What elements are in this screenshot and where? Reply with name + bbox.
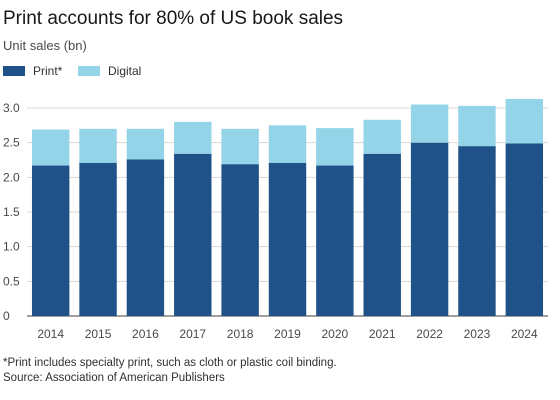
x-tick-label: 2023 (464, 327, 491, 341)
legend-label-print: Print* (33, 64, 63, 78)
bar-print (126, 159, 165, 316)
bar-digital (174, 121, 212, 154)
bar-digital (505, 98, 544, 144)
stacked-bar-chart: 0 0.5 1.0 1.5 2.0 2.5 3.0 2014 2015 2016 2017 2018… (3, 98, 548, 341)
y-tick-label: 1.5 (3, 205, 20, 219)
y-tick-label: 2.5 (3, 136, 20, 150)
x-tick-label: 2014 (37, 327, 64, 341)
bar-print (174, 153, 212, 316)
bar-digital (31, 129, 70, 166)
x-tick-label: 2021 (369, 327, 396, 341)
y-tick-label: 0 (3, 309, 10, 323)
bar-print (505, 143, 544, 316)
y-tick-label: 0.5 (3, 274, 20, 288)
x-tick-label: 2015 (85, 327, 112, 341)
bar-digital (410, 104, 449, 143)
bar-digital (363, 119, 401, 154)
bar-digital (126, 128, 165, 160)
chart-footnote: *Print includes specialty print, such as… (3, 357, 337, 369)
bar-print (31, 165, 70, 316)
bar-print (79, 162, 117, 316)
bar-digital (79, 128, 117, 163)
chart-title: Print accounts for 80% of US book sales (3, 8, 344, 29)
legend-item-print: Print* (3, 63, 62, 79)
bar-print (363, 153, 401, 316)
legend-item-digital: Digital (78, 63, 141, 79)
bar-digital (316, 128, 354, 166)
x-tick-label: 2022 (416, 327, 443, 341)
bar-print (458, 146, 496, 316)
legend-label-digital: Digital (108, 64, 142, 78)
x-tick-label: 2018 (227, 327, 254, 341)
x-tick-label: 2020 (322, 327, 349, 341)
legend-swatch-print (3, 66, 25, 76)
bar-digital (268, 125, 307, 163)
bar-digital (458, 105, 496, 147)
x-tick-label: 2017 (179, 327, 206, 341)
x-tick-label: 2019 (274, 327, 301, 341)
y-tick-label: 2.0 (3, 170, 20, 184)
y-axis-tick-labels: 0 0.5 1.0 1.5 2.0 2.5 3.0 (3, 101, 20, 323)
bar-print (410, 142, 449, 316)
legend-swatch-digital (78, 66, 100, 76)
bar-print (268, 162, 307, 316)
chart-source: Source: Association of American Publishe… (3, 372, 225, 384)
x-tick-label: 2024 (511, 327, 538, 341)
x-tick-label: 2016 (132, 327, 159, 341)
bars (31, 98, 544, 316)
bar-print (221, 164, 259, 316)
chart-subtitle: Unit sales (bn) (3, 38, 87, 53)
bar-print (316, 165, 354, 316)
y-tick-label: 1.0 (3, 240, 20, 254)
y-tick-label: 3.0 (3, 101, 20, 115)
bar-digital (221, 128, 259, 165)
x-axis-tick-labels: 2014 2015 2016 2017 2018 2019 2020 2021 2022 2023… (37, 327, 538, 341)
